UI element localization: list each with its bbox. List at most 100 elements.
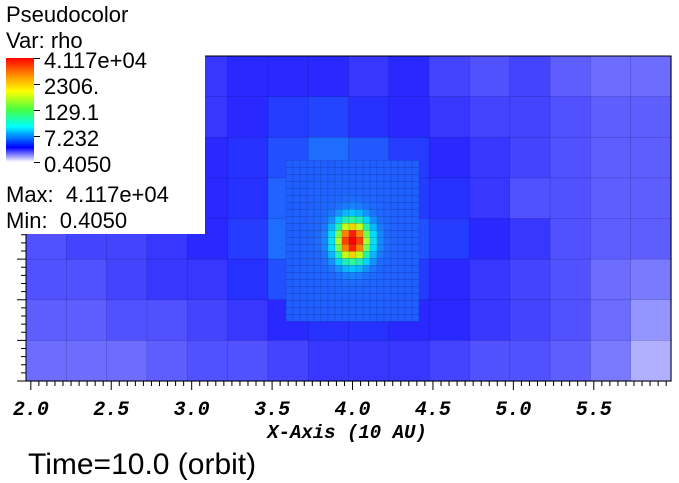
refined-cell bbox=[341, 314, 350, 322]
refined-cell bbox=[397, 286, 406, 294]
refined-cell bbox=[411, 188, 420, 196]
refined-cell bbox=[313, 307, 322, 315]
heatmap-cell bbox=[348, 55, 390, 98]
refined-cell bbox=[313, 216, 322, 224]
heatmap-cell bbox=[227, 177, 269, 220]
refined-cell bbox=[369, 258, 378, 266]
refined-cell bbox=[355, 223, 364, 231]
heatmap-cell bbox=[25, 299, 68, 342]
refined-cell bbox=[383, 167, 392, 175]
refined-cell bbox=[383, 209, 392, 217]
refined-cell bbox=[292, 195, 301, 203]
refined-cell bbox=[348, 279, 357, 287]
refined-cell bbox=[376, 188, 385, 196]
heatmap-cell bbox=[590, 258, 632, 301]
refined-cell bbox=[362, 195, 371, 203]
refined-cell bbox=[306, 300, 315, 308]
refined-cell bbox=[376, 293, 385, 301]
heatmap-cell bbox=[630, 258, 672, 301]
refined-cell bbox=[334, 251, 343, 259]
refined-cell bbox=[369, 188, 378, 196]
refined-cell bbox=[390, 251, 399, 259]
refined-cell bbox=[383, 216, 392, 224]
refined-cell bbox=[313, 279, 322, 287]
x-axis: 2.0 2.5 3.0 3.5 4.0 4.5 5.0 5.5 bbox=[13, 381, 667, 422]
refined-cell bbox=[327, 181, 336, 189]
refined-cell bbox=[376, 272, 385, 280]
refined-cell bbox=[348, 188, 357, 196]
refined-cell bbox=[369, 314, 378, 322]
refined-cell bbox=[376, 223, 385, 231]
refined-cell bbox=[404, 209, 413, 217]
heatmap-cell bbox=[227, 55, 269, 98]
refined-cell bbox=[362, 279, 371, 287]
refined-cell bbox=[348, 237, 357, 245]
refined-cell bbox=[299, 188, 308, 196]
refined-cell bbox=[369, 265, 378, 273]
refined-cell bbox=[383, 174, 392, 182]
refined-cell bbox=[334, 279, 343, 287]
refined-cell bbox=[348, 230, 357, 238]
heatmap-cell bbox=[307, 55, 350, 98]
refined-cell bbox=[341, 286, 350, 294]
heatmap-cell bbox=[227, 299, 269, 342]
legend-title: Pseudocolor bbox=[6, 2, 129, 27]
refined-cell bbox=[411, 258, 420, 266]
refined-cell bbox=[285, 195, 294, 203]
refined-cell bbox=[355, 230, 364, 238]
heatmap-cell bbox=[106, 258, 148, 301]
refined-cell bbox=[397, 293, 406, 301]
refined-cell bbox=[334, 307, 343, 315]
refined-cell bbox=[327, 195, 336, 203]
refined-cell bbox=[299, 230, 308, 238]
heatmap-cell bbox=[630, 96, 672, 139]
refined-cell bbox=[369, 230, 378, 238]
refined-cell bbox=[411, 272, 420, 280]
heatmap-cell bbox=[549, 96, 592, 139]
min-value: Min: 0.4050 bbox=[6, 208, 128, 233]
refined-cell bbox=[404, 272, 413, 280]
refined-cell bbox=[334, 181, 343, 189]
refined-cell bbox=[334, 202, 343, 210]
refined-cell bbox=[299, 314, 308, 322]
refined-cell bbox=[292, 279, 301, 287]
refined-cell bbox=[369, 202, 378, 210]
refined-cell bbox=[411, 160, 420, 168]
heatmap-cell bbox=[590, 96, 632, 139]
refined-cell bbox=[299, 160, 308, 168]
refined-cell bbox=[397, 230, 406, 238]
refined-cell bbox=[327, 265, 336, 273]
refined-cell bbox=[411, 209, 420, 217]
refined-cell bbox=[355, 209, 364, 217]
heatmap-cell bbox=[509, 55, 551, 98]
refined-cell bbox=[362, 272, 371, 280]
refined-cell bbox=[341, 272, 350, 280]
x-axis-label: X-Axis (10 AU) bbox=[266, 422, 427, 444]
heatmap-cell bbox=[630, 136, 672, 179]
refined-cell bbox=[334, 300, 343, 308]
heatmap-cell bbox=[590, 177, 632, 220]
refined-cell bbox=[299, 195, 308, 203]
refined-cell bbox=[285, 258, 294, 266]
refined-cell bbox=[292, 286, 301, 294]
refined-cell bbox=[292, 202, 301, 210]
refined-cell bbox=[320, 202, 329, 210]
refined-cell bbox=[355, 251, 364, 259]
refined-cell bbox=[404, 181, 413, 189]
refined-cell bbox=[348, 251, 357, 259]
x-tick-label: 2.5 bbox=[93, 399, 129, 422]
refined-cell bbox=[348, 244, 357, 252]
refined-cell bbox=[299, 181, 308, 189]
refined-cell bbox=[376, 167, 385, 175]
colorbar-tick bbox=[34, 110, 40, 111]
refined-cell bbox=[306, 258, 315, 266]
refined-cell bbox=[369, 286, 378, 294]
heatmap-cell bbox=[549, 55, 592, 98]
refined-cell bbox=[383, 272, 392, 280]
refined-cell bbox=[376, 230, 385, 238]
refined-cell bbox=[404, 202, 413, 210]
heatmap-cell bbox=[590, 136, 632, 179]
refined-cell bbox=[285, 230, 294, 238]
refined-cell bbox=[411, 251, 420, 259]
heatmap-cell bbox=[428, 96, 471, 139]
